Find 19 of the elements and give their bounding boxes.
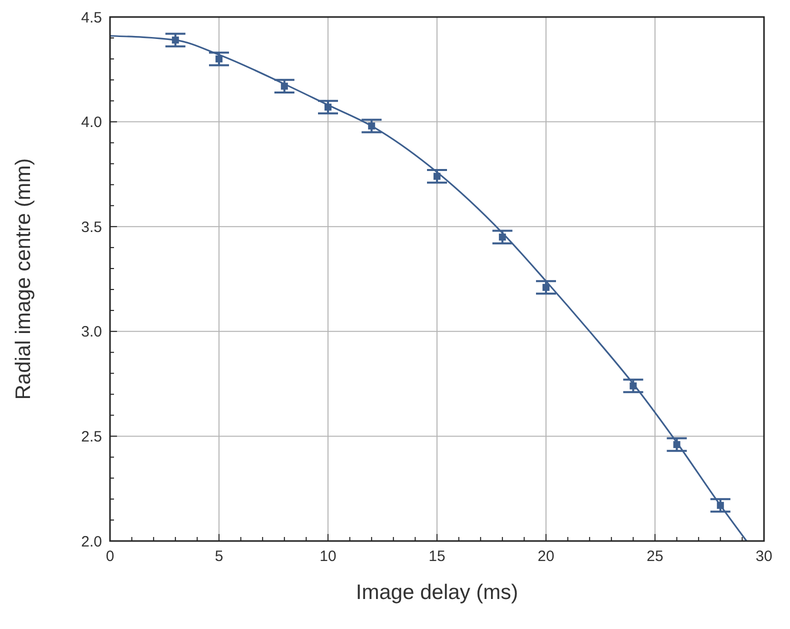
y-tick-label: 2.5 xyxy=(81,428,102,446)
line-series xyxy=(110,35,748,541)
x-axis-title: Image delay (ms) xyxy=(356,581,518,604)
x-tick-label: 10 xyxy=(320,548,336,565)
y-tick-label: 4.0 xyxy=(81,114,102,132)
y-tick-label: 3.0 xyxy=(81,324,102,341)
x-tick-label: 5 xyxy=(214,548,224,565)
x-tick-label: 20 xyxy=(538,548,554,565)
x-tick-label: 25 xyxy=(646,548,664,565)
point xyxy=(216,55,222,62)
y-tick-label: 4.5 xyxy=(81,9,102,26)
y-tick-label: 2.0 xyxy=(81,533,102,550)
point xyxy=(434,172,440,180)
y-axis-title: Radial image centre (mm) xyxy=(12,158,35,400)
x-tick-label: 0 xyxy=(106,548,114,565)
x-tick-label: 30 xyxy=(756,548,772,565)
x-tick-label: 15 xyxy=(428,548,446,565)
y-tick-label: 3.5 xyxy=(81,218,102,236)
point xyxy=(542,284,550,291)
